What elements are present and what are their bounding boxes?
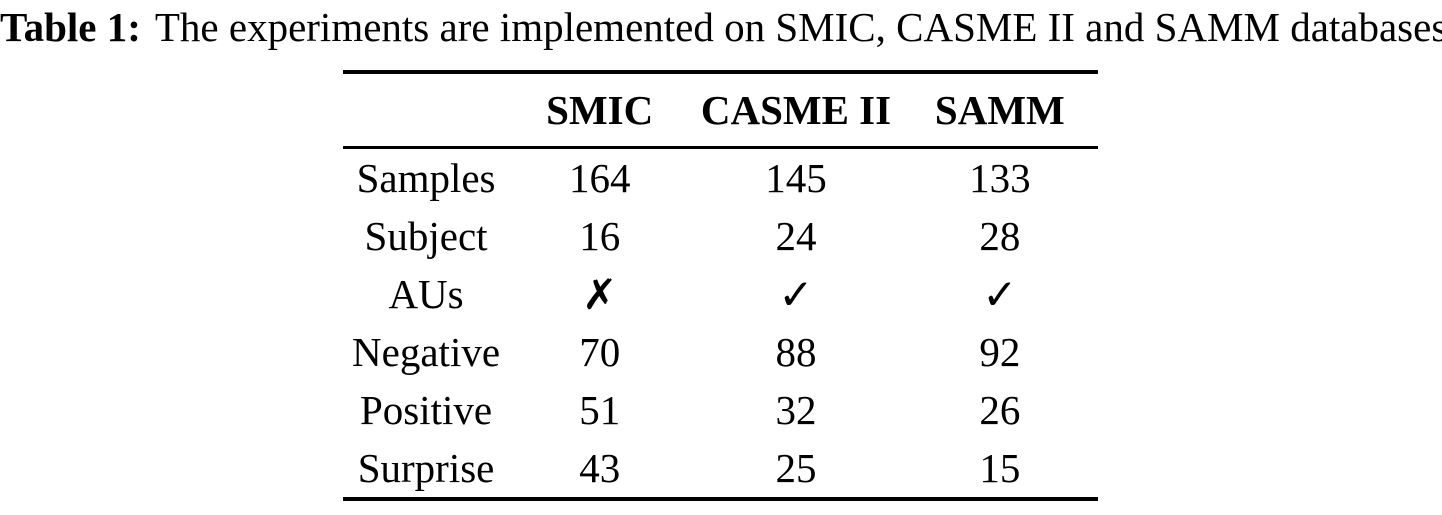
cross-mark-icon: ✗ bbox=[582, 269, 618, 319]
table-row-surprise: Surprise 43 25 15 bbox=[343, 439, 1098, 499]
cell-subject-casme: 24 bbox=[775, 213, 817, 259]
header-row: SMIC CASME II SAMM bbox=[343, 72, 1098, 148]
check-mark-icon: ✓ bbox=[982, 269, 1018, 319]
cell-subject-smic: 16 bbox=[579, 213, 621, 259]
cell-surprise-smic: 43 bbox=[579, 445, 621, 491]
cell-subject-samm: 28 bbox=[979, 213, 1021, 259]
header-empty-cell bbox=[343, 72, 509, 148]
table-caption: Table 1: The experiments are implemented … bbox=[0, 4, 1442, 51]
caption-text: The experiments are implemented on SMIC,… bbox=[154, 4, 1442, 50]
header-smic: SMIC bbox=[546, 87, 654, 133]
table-row-positive: Positive 51 32 26 bbox=[343, 381, 1098, 439]
row-label: Negative bbox=[352, 329, 501, 375]
cell-surprise-casme: 25 bbox=[775, 445, 817, 491]
cell-samples-casme: 145 bbox=[765, 155, 827, 201]
cell-samples-smic: 164 bbox=[568, 155, 631, 201]
header-samm: SAMM bbox=[934, 87, 1065, 133]
table-row-samples: Samples 164 145 133 bbox=[343, 148, 1098, 208]
table-row-aus: AUs ✗ ✓ ✓ bbox=[343, 265, 1098, 323]
check-mark-icon: ✓ bbox=[778, 269, 814, 319]
cell-positive-samm: 26 bbox=[979, 387, 1021, 433]
row-label: Subject bbox=[364, 213, 488, 259]
cell-negative-casme: 88 bbox=[775, 329, 817, 375]
row-label: Positive bbox=[359, 387, 493, 433]
table-row-subject: Subject 16 24 28 bbox=[343, 207, 1098, 265]
row-label: Samples bbox=[356, 155, 496, 201]
caption-label: Table 1: bbox=[0, 4, 141, 50]
table-header: SMIC CASME II SAMM bbox=[343, 72, 1098, 148]
row-label: Surprise bbox=[357, 445, 495, 491]
experiments-table: SMIC CASME II SAMM Samples 164 145 133 S… bbox=[343, 70, 1098, 501]
cell-positive-casme: 32 bbox=[775, 387, 817, 433]
table-row-negative: Negative 70 88 92 bbox=[343, 323, 1098, 381]
table-body: Samples 164 145 133 Subject 16 24 28 AUs… bbox=[343, 148, 1098, 500]
header-casme-ii: CASME II bbox=[700, 87, 892, 133]
cell-negative-samm: 92 bbox=[979, 329, 1021, 375]
cell-negative-smic: 70 bbox=[579, 329, 621, 375]
cell-positive-smic: 51 bbox=[579, 387, 621, 433]
cell-samples-samm: 133 bbox=[969, 155, 1031, 201]
row-label: AUs bbox=[388, 271, 464, 317]
cell-surprise-samm: 15 bbox=[979, 445, 1021, 491]
